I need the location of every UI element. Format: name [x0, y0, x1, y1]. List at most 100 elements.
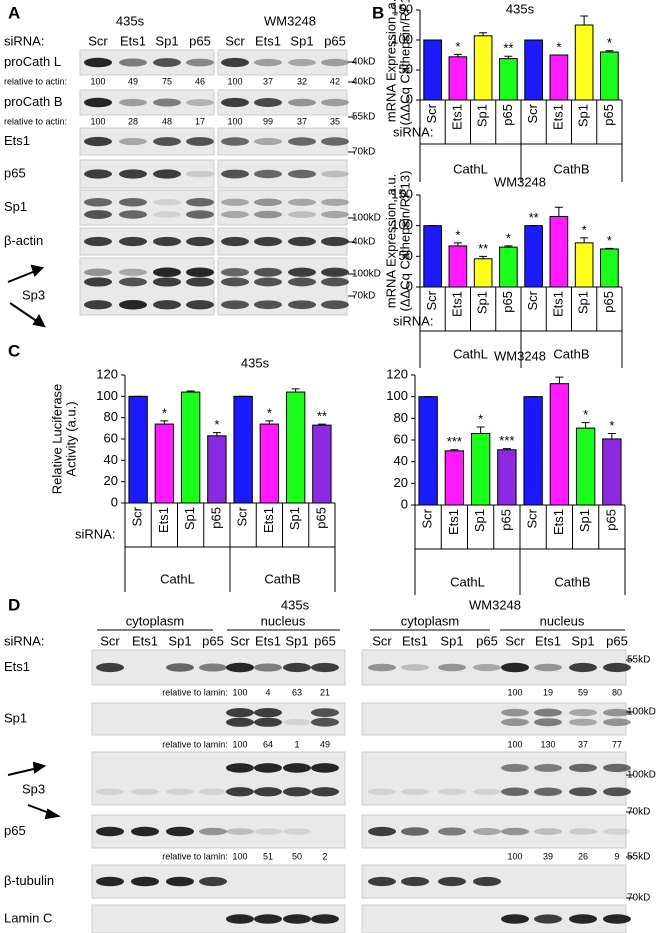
lane-label: Sp1	[168, 633, 191, 648]
quant-value: 100	[90, 76, 105, 86]
y-tick-label: 20	[104, 473, 118, 488]
quant-value: 100	[90, 116, 105, 126]
band	[288, 137, 316, 146]
band	[221, 97, 249, 108]
error-bar	[453, 53, 462, 57]
lane-label: Ets1	[132, 633, 158, 648]
x-tick-label: Sp1	[475, 291, 490, 314]
bar	[473, 258, 493, 288]
band	[569, 914, 597, 924]
error-bar	[317, 423, 326, 426]
quant-label: relative to lamin:	[162, 687, 228, 697]
x-tick-label: Scr	[525, 103, 540, 123]
bar	[128, 395, 148, 504]
bar	[312, 424, 332, 504]
y-tick-label: 80	[104, 409, 118, 424]
error-bar	[580, 237, 589, 243]
x-tick-label: Scr	[424, 290, 439, 310]
x-tick-label: p65	[601, 104, 616, 126]
x-tick-label: Sp1	[287, 507, 302, 530]
band	[603, 763, 631, 773]
band	[186, 99, 214, 106]
x-tick-label: p65	[313, 507, 328, 529]
bar	[180, 391, 201, 504]
fraction-label: cytoplasm	[126, 613, 185, 628]
row-label: proCath B	[4, 94, 63, 109]
band	[119, 210, 147, 219]
bar	[418, 396, 438, 506]
bar	[285, 391, 306, 504]
arrows	[7, 264, 61, 820]
error-bar	[453, 242, 462, 246]
significance: *	[556, 39, 561, 54]
fraction-label: nucleus	[540, 613, 585, 628]
band	[226, 717, 254, 727]
blot	[91, 702, 346, 736]
sirna-label: siRNA:	[393, 124, 433, 139]
band	[603, 787, 631, 797]
blot	[361, 814, 627, 849]
band	[501, 763, 529, 772]
error-bar	[504, 55, 513, 59]
lane-label: p65	[189, 33, 211, 48]
quant-value: 26	[578, 851, 588, 861]
band	[226, 662, 254, 673]
x-tick-label: p65	[208, 507, 223, 529]
marker: 40kD	[352, 237, 375, 248]
marker: 100kD	[627, 707, 656, 718]
significance: *	[582, 222, 587, 237]
band	[199, 788, 227, 795]
quant-value: 100	[227, 76, 242, 86]
quant-value: 35	[330, 116, 340, 126]
quant-value: 75	[162, 76, 172, 86]
y-tick-label: 100	[391, 217, 413, 232]
band	[288, 211, 316, 218]
lane-label: Sp1	[290, 33, 313, 48]
quant-label: relative to lamin:	[162, 851, 228, 861]
band	[311, 717, 339, 727]
quant-value: 100	[507, 851, 522, 861]
band	[84, 268, 112, 277]
quant-value: 1	[294, 739, 299, 749]
band	[501, 718, 529, 726]
bar	[600, 248, 619, 288]
x-tick-label: Ets1	[550, 104, 565, 130]
band	[321, 170, 349, 178]
band	[221, 198, 249, 206]
lane-label: p65	[324, 33, 346, 48]
band	[254, 787, 282, 797]
band	[401, 876, 429, 887]
band	[283, 787, 311, 797]
band	[288, 98, 316, 107]
band	[254, 210, 282, 219]
band	[221, 268, 249, 277]
quant-value: 100	[232, 739, 247, 749]
x-tick-label: Ets1	[449, 104, 464, 130]
panel-label: A	[8, 3, 20, 22]
cell-line: 435s	[281, 597, 310, 612]
band	[473, 788, 501, 795]
error-bar	[607, 433, 616, 439]
lane-label: Scr	[230, 633, 250, 648]
row-label: Sp1	[4, 710, 27, 725]
significance: *	[267, 405, 272, 420]
bar	[423, 39, 442, 101]
x-tick-label: p65	[601, 291, 616, 313]
band	[186, 170, 214, 178]
band	[603, 828, 631, 835]
bar	[154, 423, 175, 504]
band	[603, 708, 631, 717]
chart-title: WM3248	[494, 348, 546, 363]
bar	[499, 58, 518, 101]
band	[288, 169, 316, 179]
error-bar	[265, 420, 274, 425]
band	[254, 236, 282, 247]
band	[438, 827, 466, 836]
band	[438, 663, 466, 672]
row-label: β-tubulin	[4, 873, 54, 888]
band	[166, 788, 194, 795]
band	[254, 169, 282, 179]
band	[96, 662, 124, 673]
band	[438, 876, 466, 887]
significance: **	[503, 41, 513, 56]
